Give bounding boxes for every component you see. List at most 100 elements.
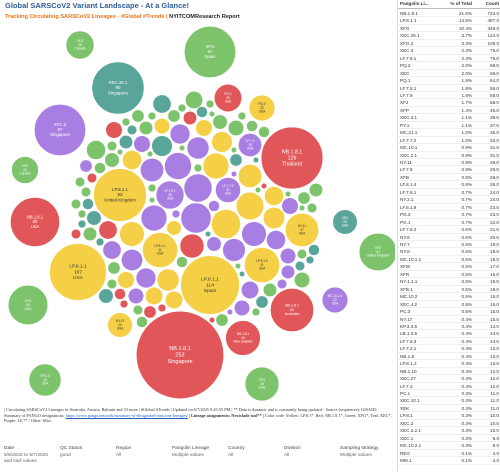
bubble [7,284,49,326]
bubble [157,303,167,313]
filter-value: good [60,453,71,458]
bubble-count: 126 [288,155,297,161]
bubble [284,212,320,248]
bubble [260,126,324,190]
bubble-count: 87 [208,49,213,54]
table-cell: XEC.1 [400,435,414,441]
filter-label: Region [116,446,132,451]
bubble [241,281,259,299]
table-cell: LF.8.1.9 [400,204,417,210]
bubble-lineage: NB.1.8.1 [237,332,250,336]
bubble [171,209,181,219]
table-cell: 21.0 [490,227,499,233]
table-row: XFW 0.5% 17.0 [398,263,500,271]
table-row: PC.1 0.3% 11.0 [398,390,500,398]
table-row: MM.1 0.1% 4.0 [398,457,500,465]
table-cell: 29.0 [490,167,499,173]
table-row: XEC.2.2.1 0.3% 10.0 [398,427,500,435]
filter[interactable]: QC Status good [60,446,112,459]
bubble [227,309,233,315]
bubble-count: 41 [158,248,162,252]
bubble-lineage: XFG.2 [40,374,49,378]
table-cell: 0.6% [461,242,472,247]
bubble-count: 20 [118,323,122,327]
table-cell: 26.0 [490,182,499,188]
table-row: XFP 1.4% 46.0 [398,107,500,115]
bubble-country: USA [31,224,40,229]
bubble-lineage: XFG [206,44,216,49]
table-cell: LF.7.9 [400,92,413,98]
bubble [213,83,243,113]
bubble-lineage: PQ.2 [258,102,265,106]
table-cell: 0.3% [461,413,472,419]
table-cell: XEC.2.2.1 [400,428,421,434]
bubble-lineage: XFC.2 [54,122,67,127]
bubble [180,202,212,234]
table-cell: PY.1 [400,122,410,128]
table-cell: 12.0 [490,376,499,382]
table-cell: 17.0 [490,264,499,270]
bubble [119,221,145,247]
table-cell: 4.0 [492,458,499,464]
bubble [107,261,121,275]
table-row: XFB 0.8% 26.0 [398,174,500,182]
filter[interactable]: Division All [284,446,336,459]
table-row: NY.8 0.6% 19.0 [398,248,500,256]
table-cell: LF.7.2.1 [400,346,417,352]
filter-label: Division [284,446,301,451]
bubble [229,153,243,167]
bubble-lineage: PG.2 [224,92,231,96]
table-cell: 19.0 [490,249,499,255]
table-cell: 29.0 [490,160,499,166]
table-row: NY.17 0.4% 15.0 [398,316,500,323]
footer-link[interactable]: https://www.pango.network/summary-of-des… [65,412,188,418]
table-cell: 0.3% [461,405,472,411]
table-cell: LF.7.2 [400,383,413,389]
filter[interactable]: Sampling strategy Multiple values [340,446,392,459]
filter-value: Multiple values [172,453,204,458]
filter-value: 5/8/2025 to 6/7/2025 and Null values [4,453,49,464]
table-row: LF.7.9.1 2.3% 76.0 [398,55,500,63]
bubble-country: USA [42,382,49,386]
table-cell: 15.0 [490,316,499,322]
bubble-country: USA [117,327,124,331]
table-cell: 0.3% [461,420,472,426]
table-cell: XEC.2.1 [400,152,418,158]
column-header: Pangolin Li... [400,1,429,6]
table-cell: MC.21.1 [400,130,418,136]
bubble [321,286,349,314]
table-cell: 11.0 [490,391,499,397]
table-cell: 1.9% [461,78,472,84]
filter[interactable]: Date 5/8/2025 to 6/7/2025 and Null values [4,446,56,465]
bubble [147,183,157,193]
table-cell: 0.4% [461,353,472,359]
table-cell: 124.0 [487,33,500,39]
bubble-count: 87 [58,127,63,132]
table-cell: 16.0 [490,294,499,300]
bubble [121,249,143,271]
filter[interactable]: Pangolin Lineage Multiple values [172,446,224,459]
table-cell: 12.0 [490,383,499,389]
bubble [263,207,285,229]
table-cell: LB.1.3.5 [400,331,418,337]
bubble [121,117,131,127]
bubble [117,271,135,289]
table-cell: MC.10.1 [400,145,418,151]
table-cell: PG.1 [400,219,411,225]
table-cell: 14.0 [490,323,499,329]
table-row: LF.8.1.4 0.8% 26.0 [398,181,500,189]
bubble-lineage: LP.8.1.1 [69,264,87,270]
table-cell: XEC [400,70,410,76]
table-row: XFR 0.5% 16.0 [398,271,500,279]
filter-value: Multiple values [340,453,372,458]
footer-text: | Circulating SARSCoV2 Lineages in Austr… [4,407,377,418]
bubble-count: 26 [168,193,172,197]
bubble [261,183,267,189]
filter[interactable]: Region All [116,446,168,459]
filter[interactable]: Country All [228,446,280,459]
bubble-lineage: NB.1.8.1 [282,149,302,155]
table-cell: 18.0 [490,256,499,262]
table-cell: 0.8% [461,174,472,180]
filter-label: Date [4,446,15,451]
bubble-chart: Global SARSCoV2 Variant Landscape - At a… [5,1,395,402]
